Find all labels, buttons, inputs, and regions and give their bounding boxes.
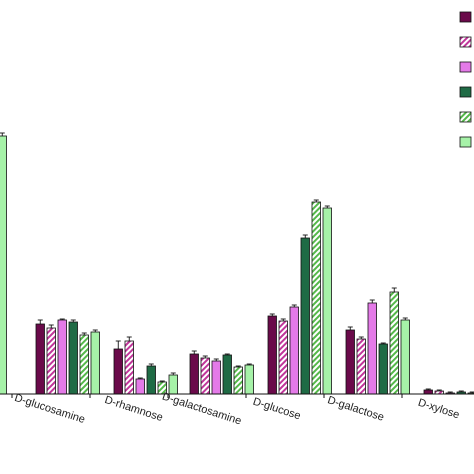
bar xyxy=(222,354,232,395)
bar xyxy=(233,366,243,395)
error-bar xyxy=(191,350,197,354)
error-bar xyxy=(159,380,165,382)
error-bar xyxy=(447,391,453,393)
bars-layer xyxy=(0,132,474,395)
error-bar xyxy=(92,329,98,332)
error-bar xyxy=(126,336,132,341)
bar xyxy=(135,378,145,395)
bar xyxy=(311,201,321,395)
x-axis xyxy=(0,393,474,398)
bar-group xyxy=(345,287,410,395)
x-tick-label: D-galactose xyxy=(326,394,386,424)
error-bar xyxy=(37,319,43,324)
bar xyxy=(189,353,199,395)
error-bar xyxy=(202,355,208,358)
error-bar xyxy=(59,318,65,320)
bar xyxy=(400,319,410,395)
bar xyxy=(35,323,45,395)
bar xyxy=(289,306,299,395)
error-bar xyxy=(458,390,464,392)
error-bar xyxy=(115,340,121,349)
legend xyxy=(459,11,472,148)
bar xyxy=(0,135,7,395)
bar xyxy=(211,360,221,395)
bar xyxy=(168,374,178,395)
x-tick-label: D-glucose xyxy=(251,396,302,423)
error-bar xyxy=(170,372,176,375)
x-tick-label: D-rhamnose xyxy=(103,394,164,424)
x-tick-label: D-galactosamine xyxy=(161,391,243,428)
legend-swatch xyxy=(459,36,472,48)
error-bar xyxy=(291,304,297,307)
bar xyxy=(389,291,399,395)
bar-group xyxy=(267,199,332,395)
error-bar xyxy=(380,342,386,344)
error-bar xyxy=(213,358,219,361)
error-bar xyxy=(402,317,408,320)
bar-group xyxy=(113,336,178,395)
error-bar xyxy=(224,353,230,355)
legend-swatch xyxy=(459,111,472,123)
error-bar xyxy=(269,313,275,316)
bar xyxy=(146,365,156,395)
error-bar xyxy=(369,299,375,303)
bar xyxy=(322,207,332,395)
error-bar xyxy=(313,199,319,202)
bar xyxy=(200,357,210,395)
error-bar xyxy=(48,324,54,328)
error-bar xyxy=(148,363,154,366)
bar xyxy=(68,321,78,395)
error-bar xyxy=(347,326,353,330)
bar xyxy=(345,329,355,395)
bar xyxy=(278,320,288,395)
bar xyxy=(367,302,377,395)
bar xyxy=(79,334,89,395)
legend-swatch xyxy=(459,61,472,73)
bar xyxy=(378,343,388,395)
legend-swatch xyxy=(459,86,472,98)
legend-swatch xyxy=(459,136,472,148)
error-bar xyxy=(0,132,5,136)
error-bar xyxy=(246,363,252,365)
error-bar xyxy=(235,365,241,367)
bar xyxy=(90,331,100,395)
error-bar xyxy=(391,287,397,292)
bar xyxy=(423,389,433,395)
error-bar xyxy=(70,319,76,322)
bar xyxy=(267,315,277,395)
error-bar xyxy=(425,388,431,390)
bar-group xyxy=(189,350,254,395)
legend-swatch xyxy=(459,11,472,23)
error-bar xyxy=(81,332,87,335)
error-bar xyxy=(137,377,143,379)
error-bar xyxy=(302,234,308,238)
error-bar xyxy=(358,336,364,339)
bar xyxy=(57,319,67,395)
bar xyxy=(46,327,56,395)
bar-group xyxy=(35,318,100,395)
bar xyxy=(300,237,310,395)
bar-group xyxy=(0,132,7,395)
error-bar xyxy=(324,205,330,208)
bar xyxy=(124,340,134,395)
x-tick-label: D-glucosamine xyxy=(13,392,86,426)
bar-group xyxy=(423,388,474,395)
error-bar xyxy=(280,318,286,321)
error-bar xyxy=(436,389,442,391)
x-tick-label: D-xylose xyxy=(416,397,460,422)
bar xyxy=(113,348,123,395)
bar xyxy=(356,338,366,395)
bar xyxy=(244,364,254,395)
